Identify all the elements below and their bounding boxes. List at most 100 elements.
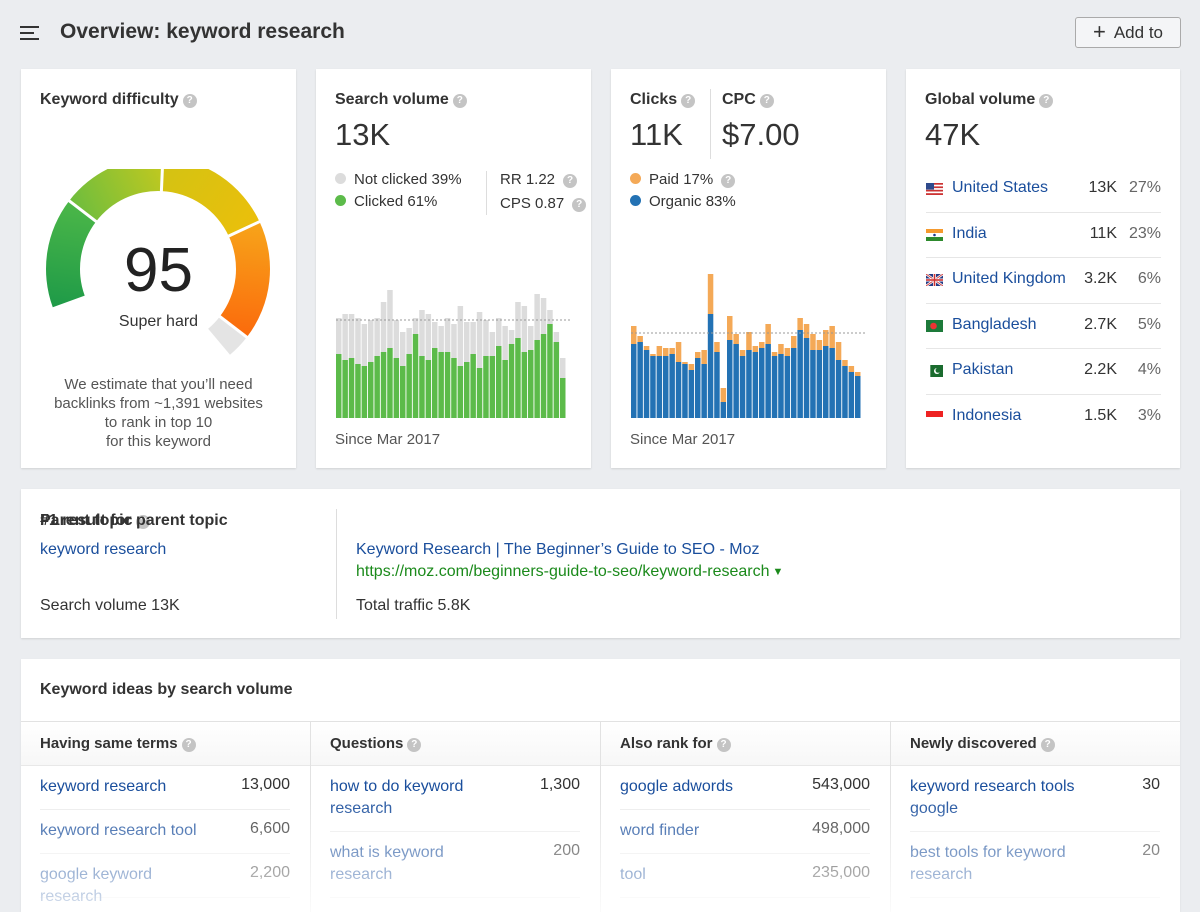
organic-bar — [720, 402, 727, 418]
paid-bar — [771, 352, 778, 356]
not-clicked-bar — [534, 294, 540, 340]
paid-bar — [714, 342, 720, 352]
cpc-value: $7.00 — [722, 117, 800, 152]
column-also-rank-for: Also rank for? google adwords 543,000 wor… — [601, 722, 891, 912]
help-icon[interactable]: ? — [572, 198, 587, 212]
clicked-bar — [476, 368, 483, 418]
kd-label: Super hard — [118, 313, 199, 330]
help-icon[interactable]: ? — [563, 174, 578, 188]
country-volume: 1.5K — [1084, 406, 1117, 424]
help-icon[interactable]: ? — [716, 738, 731, 752]
gray-dot-icon — [335, 173, 346, 184]
legend-organic: Organic 83% — [630, 193, 736, 210]
country-percent: 4% — [1137, 361, 1161, 378]
keyword-link[interactable]: keyword research tools google — [910, 778, 1075, 817]
top-result-url-text[interactable]: https://moz.com/beginners-guide-to-seo/k… — [356, 563, 770, 580]
parent-topic-title-text: Parent topic — [40, 512, 133, 529]
organic-bar — [746, 350, 752, 418]
clicked-bar — [406, 354, 412, 418]
country-volume: 11K — [1089, 224, 1117, 242]
not-clicked-bar — [387, 290, 393, 348]
help-icon[interactable]: ? — [407, 738, 422, 752]
help-icon[interactable]: ? — [721, 174, 736, 188]
hamburger-menu-icon[interactable] — [20, 26, 39, 40]
not-clicked-bar — [470, 322, 476, 354]
organic-bar — [848, 372, 855, 418]
keyword-link[interactable]: google keyword research — [40, 866, 153, 905]
not-clicked-bar — [355, 318, 361, 364]
parent-topic-link[interactable]: keyword research — [40, 541, 167, 558]
not-clicked-bar — [406, 328, 412, 354]
help-icon[interactable]: ? — [681, 94, 696, 108]
not-clicked-bar — [374, 318, 380, 356]
add-to-button[interactable]: + Add to — [1075, 17, 1181, 48]
country-link-bangladesh[interactable]: Bangladesh — [952, 315, 1037, 333]
paid-bar — [656, 346, 663, 356]
help-icon[interactable]: ? — [1039, 94, 1054, 108]
clicked-bar — [361, 366, 368, 418]
uk-flag-icon — [926, 274, 943, 286]
paid-bar — [803, 324, 810, 338]
country-row: India 11K 23% — [926, 213, 1161, 258]
clicked-bar — [380, 352, 387, 418]
clicked-bar — [534, 340, 540, 418]
help-icon[interactable]: ? — [452, 94, 467, 108]
country-link-indonesia[interactable]: Indonesia — [952, 406, 1022, 424]
country-link-india[interactable]: India — [952, 224, 987, 242]
sv-value: 13K — [335, 117, 391, 152]
clicked-bar — [540, 334, 547, 418]
not-clicked-bar — [425, 314, 432, 360]
keyword-link[interactable]: keyword research tool — [40, 822, 197, 839]
organic-bar — [835, 360, 842, 418]
paid-bar — [797, 318, 803, 330]
country-link-uk[interactable]: United Kingdom — [952, 270, 1066, 287]
country-row: Indonesia 1.5K 3% — [926, 395, 1161, 441]
help-icon[interactable]: ? — [181, 738, 196, 752]
not-clicked-bar — [438, 326, 444, 352]
keyword-link[interactable]: google adwords — [620, 778, 733, 795]
column-header: Having same terms? — [21, 722, 310, 766]
top-result-url[interactable]: https://moz.com/beginners-guide-to-seo/k… — [356, 563, 783, 581]
organic-bar — [759, 348, 765, 418]
paid-bar — [759, 342, 765, 348]
help-icon[interactable]: ? — [182, 94, 197, 108]
not-clicked-bar — [496, 318, 502, 346]
organic-bar — [829, 348, 835, 418]
orange-dot-icon — [630, 173, 641, 184]
keyword-link[interactable]: how to do keyword research — [330, 778, 464, 817]
search-volume-bar-chart — [336, 290, 572, 418]
top-result-link[interactable]: Keyword Research | The Beginner’s Guide … — [356, 541, 760, 558]
help-icon[interactable]: ? — [136, 515, 151, 529]
paid-bar — [784, 348, 791, 356]
not-clicked-bar — [342, 314, 348, 360]
legend-organic-text: Organic 83% — [649, 193, 736, 210]
keyword-difficulty-card: Keyword difficulty? 95 Super hard We est… — [21, 69, 296, 468]
keyword-row: word finder 498,000 — [620, 810, 870, 854]
keyword-link[interactable]: what is keyword research — [330, 844, 444, 883]
column-newly-discovered: Newly discovered? keyword research tools… — [891, 722, 1180, 912]
keyword-link[interactable]: best tools for keyword research — [910, 844, 1066, 883]
clicked-bar — [515, 338, 521, 418]
help-icon[interactable]: ? — [759, 94, 774, 108]
country-link-pakistan[interactable]: Pakistan — [952, 361, 1014, 378]
paid-bar — [727, 316, 733, 340]
keyword-volume: 30 — [1142, 776, 1160, 793]
sv-title-text: Search volume — [335, 91, 449, 108]
country-link-us[interactable]: United States — [952, 179, 1049, 196]
parent-topic-search-volume: Search volume 13K — [40, 597, 180, 614]
organic-bar — [650, 356, 656, 418]
caret-down-icon[interactable]: ▼ — [772, 566, 784, 578]
organic-bar — [791, 348, 797, 418]
organic-bar — [656, 356, 663, 418]
not-clicked-bar — [502, 326, 508, 360]
keyword-link[interactable]: word finder — [620, 822, 700, 839]
not-clicked-bar — [393, 320, 400, 358]
keyword-row: google keyword research 2,200 — [40, 854, 290, 905]
clicked-bar — [355, 364, 361, 418]
organic-bar — [816, 350, 823, 418]
country-percent: 23% — [1128, 224, 1161, 242]
not-clicked-bar — [560, 358, 566, 378]
keyword-link[interactable]: keyword research — [40, 778, 167, 795]
help-icon[interactable]: ? — [1040, 738, 1055, 752]
keyword-link[interactable]: tool — [620, 866, 646, 883]
